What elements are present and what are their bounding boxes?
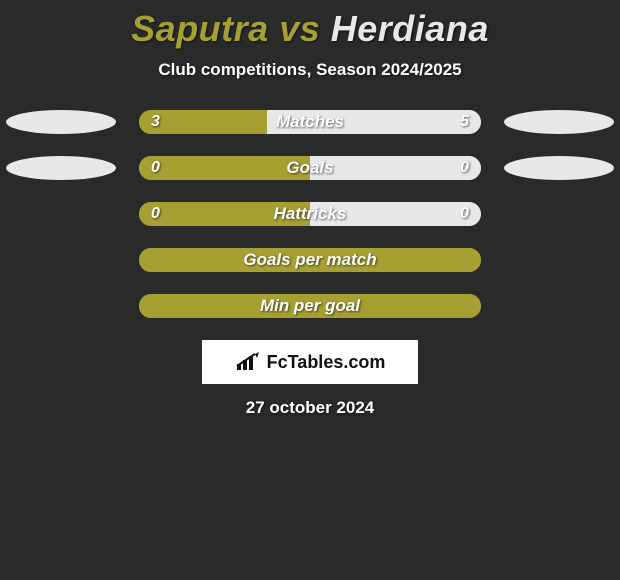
stat-bar: 35Matches bbox=[139, 110, 481, 134]
stat-row: 00Hattricks bbox=[0, 202, 620, 226]
stat-row: 00Goals bbox=[0, 156, 620, 180]
page-title: Saputra vs Herdiana bbox=[0, 8, 620, 50]
chart-icon bbox=[235, 352, 263, 372]
stat-label: Matches bbox=[139, 112, 481, 132]
stats-rows: 35Matches 00Goals 00Hattricks Goals per mat… bbox=[0, 110, 620, 318]
subtitle: Club competitions, Season 2024/2025 bbox=[0, 60, 620, 80]
team-badge-left bbox=[6, 156, 116, 180]
stat-bar: 00Hattricks bbox=[139, 202, 481, 226]
team-badge-left bbox=[6, 110, 116, 134]
player2-name: Herdiana bbox=[331, 8, 489, 49]
stat-row: 35Matches bbox=[0, 110, 620, 134]
stat-bar: 00Goals bbox=[139, 156, 481, 180]
brand-text: FcTables.com bbox=[267, 352, 386, 373]
comparison-card: Saputra vs Herdiana Club competitions, S… bbox=[0, 0, 620, 418]
date-label: 27 october 2024 bbox=[0, 398, 620, 418]
stat-label: Goals bbox=[139, 158, 481, 178]
stat-label: Goals per match bbox=[139, 250, 481, 270]
vs-text: vs bbox=[279, 8, 320, 49]
stat-row: Min per goal bbox=[0, 294, 620, 318]
stat-label: Hattricks bbox=[139, 204, 481, 224]
team-badge-right bbox=[504, 156, 614, 180]
stat-label: Min per goal bbox=[139, 296, 481, 316]
player1-name: Saputra bbox=[131, 8, 269, 49]
stat-row: Goals per match bbox=[0, 248, 620, 272]
team-badge-right bbox=[504, 110, 614, 134]
stat-bar: Min per goal bbox=[139, 294, 481, 318]
stat-bar: Goals per match bbox=[139, 248, 481, 272]
brand-badge: FcTables.com bbox=[202, 340, 418, 384]
